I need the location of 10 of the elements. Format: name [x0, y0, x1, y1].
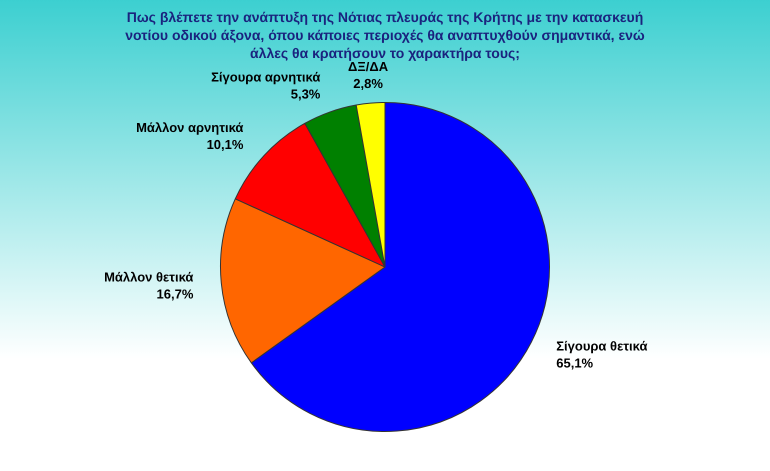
data-label: 65,1% [556, 356, 594, 371]
slice-label: Σίγουρα αρνητικά [211, 69, 320, 84]
slice-label: Μάλλον αρνητικά [136, 120, 244, 136]
data-label: 2,8% [353, 76, 384, 91]
data-label: 5,3% [290, 86, 321, 102]
slice-label: Σίγουρα θετικά [556, 338, 648, 354]
data-label: 16,7% [156, 286, 194, 302]
data-label: 10,1% [206, 137, 244, 152]
slice-label: Μάλλον θετικά [104, 269, 194, 284]
chart-title: Πως βλέπετε την ανάπτυξη της Νότιας πλευράς της Κρήτης με την κατασκευή νοτίου οδικού άξονα, όπου κάποιες περιοχές θα αναπτυχθούν σημαντικά, ενώ άλλες θα κρατήσουν το χαρακτήρα τους; [124, 8, 646, 62]
